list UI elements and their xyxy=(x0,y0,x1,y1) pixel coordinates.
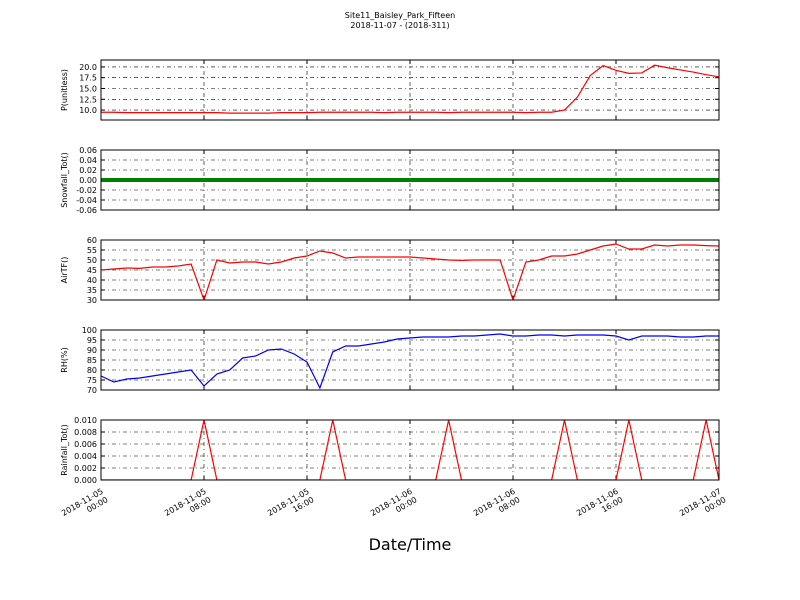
x-axis-label: Date/Time xyxy=(369,535,452,554)
y-tick-label: 0.02 xyxy=(79,166,97,175)
y-axis-label: Snowfall_Tot() xyxy=(60,152,69,208)
x-tick-label: 2018-11-07 00:00 xyxy=(678,487,728,526)
y-tick-label: 0.06 xyxy=(79,146,97,155)
y-tick-label: 0.002 xyxy=(74,464,97,473)
x-tick-label: 2018-11-05 16:00 xyxy=(266,487,316,526)
y-tick-label: 10.0 xyxy=(79,106,97,115)
data-line xyxy=(101,243,719,300)
plot-frame xyxy=(100,419,720,481)
y-tick-label: 45 xyxy=(87,266,97,275)
x-tick-label: 2018-11-06 08:00 xyxy=(472,487,522,526)
y-tick-label: 85 xyxy=(87,356,97,365)
x-tick-label: 2018-11-06 00:00 xyxy=(369,487,419,526)
y-tick-label: 20.0 xyxy=(79,63,97,72)
y-tick-label: 0.008 xyxy=(74,428,97,437)
y-tick-label: 0.04 xyxy=(79,156,97,165)
title: Site11_Baisley_Park_Fifteen xyxy=(345,11,455,20)
y-axis-label: Rainfall_Tot() xyxy=(60,424,69,476)
plot-frame xyxy=(100,59,720,121)
x-tick-label: 2018-11-06 16:00 xyxy=(575,487,625,526)
y-tick-label: 95 xyxy=(87,336,97,345)
y-tick-label: 75 xyxy=(87,376,97,385)
y-tick-label: 12.5 xyxy=(79,95,97,104)
y-tick-label: 55 xyxy=(87,246,97,255)
y-tick-label: -0.02 xyxy=(76,186,97,195)
y-tick-label: 0.006 xyxy=(74,440,97,449)
data-line xyxy=(101,333,719,390)
data-line xyxy=(101,64,719,114)
y-tick-label: 40 xyxy=(87,276,97,285)
y-tick-label: 70 xyxy=(87,386,97,395)
y-axis-label: P(unitless) xyxy=(60,69,69,111)
y-tick-label: 90 xyxy=(87,346,97,355)
plot-frame xyxy=(100,239,720,301)
y-tick-label: 100 xyxy=(82,326,97,335)
y-tick-label: 0.004 xyxy=(74,452,97,461)
y-tick-label: 60 xyxy=(87,236,97,245)
y-tick-label: 15.0 xyxy=(79,84,97,93)
y-tick-label: 30 xyxy=(87,296,97,305)
y-tick-label: 35 xyxy=(87,286,97,295)
y-tick-label: -0.04 xyxy=(76,196,97,205)
y-tick-label: 0.010 xyxy=(74,416,97,425)
y-axis-label: RH(%) xyxy=(60,347,69,372)
y-tick-label: 0.000 xyxy=(74,476,97,485)
plot-frame xyxy=(100,329,720,391)
x-tick-label: 2018-11-05 00:00 xyxy=(60,487,110,526)
y-tick-label: 50 xyxy=(87,256,97,265)
y-tick-label: 0.00 xyxy=(79,176,97,185)
plot-frame xyxy=(100,149,720,211)
y-axis-label: AirTF() xyxy=(60,257,69,284)
x-tick-label: 2018-11-05 08:00 xyxy=(163,487,213,526)
y-tick-label: 17.5 xyxy=(79,74,97,83)
subtitle: 2018-11-07 - (2018-311) xyxy=(350,21,449,30)
y-tick-label: 80 xyxy=(87,366,97,375)
y-tick-label: -0.06 xyxy=(76,206,97,215)
